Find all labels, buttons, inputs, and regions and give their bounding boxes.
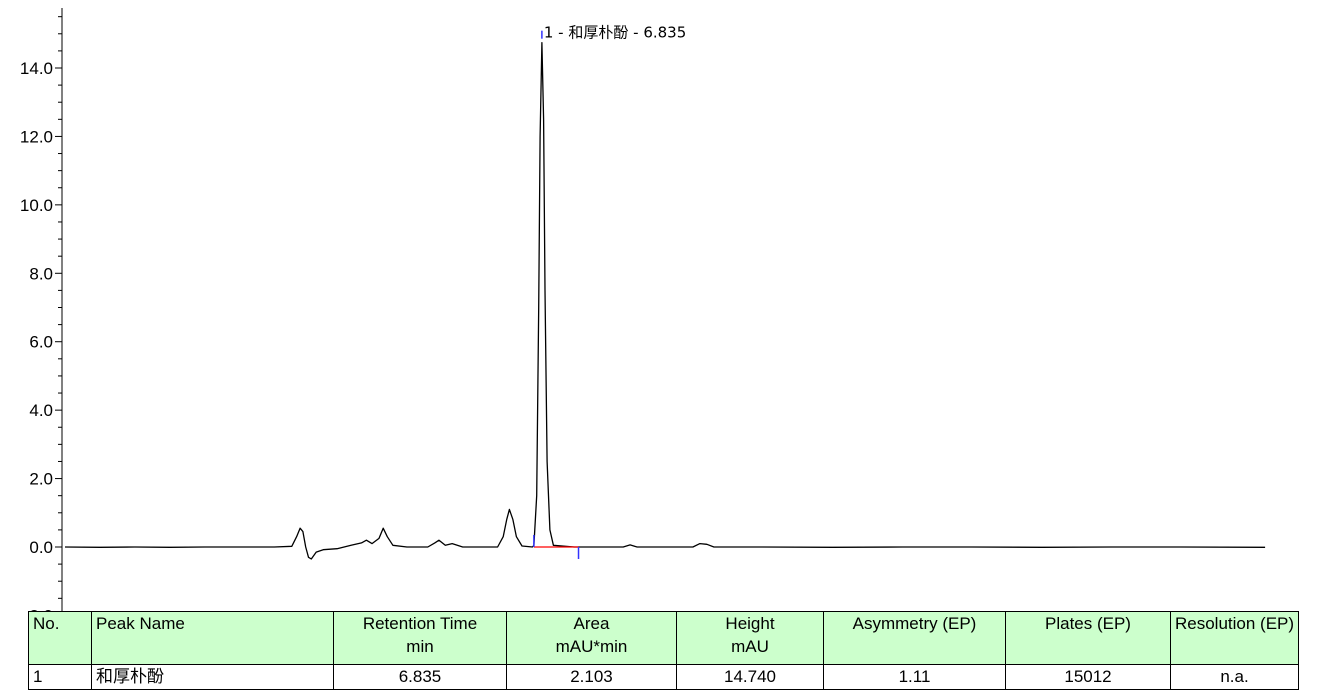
header-retention-time: Retention Time min bbox=[333, 611, 507, 665]
cell-height: 14.740 bbox=[676, 664, 824, 690]
y-tick-label: 10.0 bbox=[20, 196, 53, 215]
header-peak-name: Peak Name bbox=[91, 611, 334, 665]
table-header-row: No. Peak Name Retention Time min Area mAU*… bbox=[28, 611, 1300, 665]
y-tick-label: 0.0 bbox=[29, 538, 53, 557]
table-row: 1 和厚朴酚 6.835 2.103 14.740 1.11 15012 n.a… bbox=[28, 664, 1300, 690]
y-tick-label: 4.0 bbox=[29, 401, 53, 420]
chromatogram-chart: -2.0 0.0 2.0 4.0 6.0 8.0 10.0 12.0 14.0 1 - 和厚朴酚… bbox=[20, 8, 1266, 612]
header-resolution: Resolution (EP) bbox=[1169, 611, 1300, 665]
header-area: Area mAU*min bbox=[506, 611, 677, 665]
y-tick-label: 12.0 bbox=[20, 127, 53, 146]
header-no: No. bbox=[28, 611, 92, 665]
plot-area: 1 - 和厚朴酚 - 6.835 bbox=[64, 24, 1266, 560]
peak-label: 1 - 和厚朴酚 - 6.835 bbox=[544, 24, 686, 42]
cell-asymmetry: 1.11 bbox=[823, 664, 1006, 690]
cell-plates: 15012 bbox=[1005, 664, 1171, 690]
y-tick-label: -2.0 bbox=[24, 606, 53, 612]
cell-retention-time: 6.835 bbox=[333, 664, 507, 690]
cell-peak-name: 和厚朴酚 bbox=[91, 664, 334, 690]
chromatogram-trace bbox=[64, 42, 1266, 560]
header-plates: Plates (EP) bbox=[1005, 611, 1171, 665]
header-asymmetry: Asymmetry (EP) bbox=[823, 611, 1006, 665]
y-tick-label: 8.0 bbox=[29, 264, 53, 283]
cell-resolution: n.a. bbox=[1169, 664, 1300, 690]
cell-no: 1 bbox=[28, 664, 92, 690]
y-axis: -2.0 0.0 2.0 4.0 6.0 8.0 10.0 12.0 14.0 bbox=[20, 8, 63, 612]
peak-results-table: No. Peak Name Retention Time min Area mAU*… bbox=[28, 611, 1300, 690]
y-tick-label: 14.0 bbox=[20, 59, 53, 78]
header-height: Height mAU bbox=[676, 611, 824, 665]
y-tick-label: 6.0 bbox=[29, 333, 53, 352]
y-tick-label: 2.0 bbox=[29, 470, 53, 489]
cell-area: 2.103 bbox=[506, 664, 677, 690]
